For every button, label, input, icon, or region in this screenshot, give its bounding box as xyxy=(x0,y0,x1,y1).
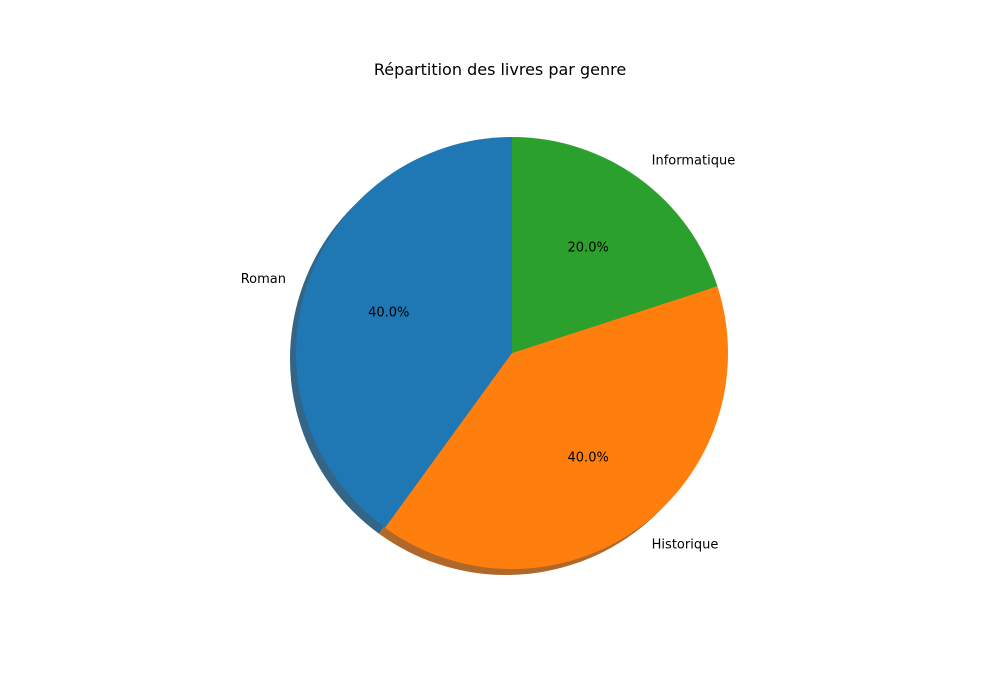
pie-slice-informatique xyxy=(512,137,718,353)
pie-labels: Roman 40.0% Historique 40.0% Informatique 20.… xyxy=(241,153,735,552)
pie-slice-roman xyxy=(295,137,512,528)
slice-label-historique: Historique xyxy=(652,538,719,553)
percent-label-historique: 40.0% xyxy=(568,450,609,465)
slice-label-roman: Roman xyxy=(241,272,286,287)
slice-label-informatique: Informatique xyxy=(652,153,736,168)
chart-title: Répartition des livres par genre xyxy=(373,60,627,79)
pie-slices xyxy=(295,137,728,569)
pie-slice-historique xyxy=(385,286,728,569)
percent-label-informatique: 20.0% xyxy=(568,241,609,256)
percent-label-roman: 40.0% xyxy=(368,305,409,320)
